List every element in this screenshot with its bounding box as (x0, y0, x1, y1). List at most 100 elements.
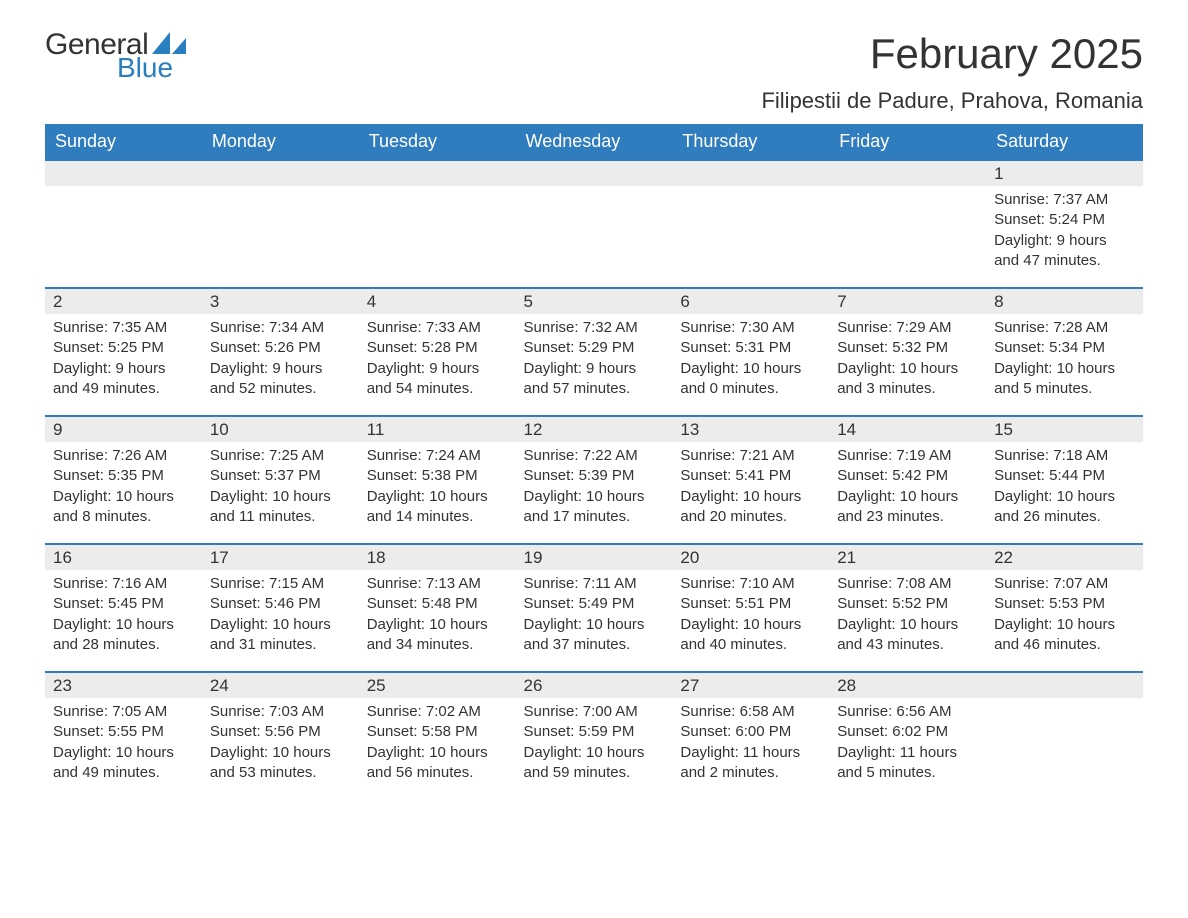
calendar-day-cell: 7Sunrise: 7:29 AMSunset: 5:32 PMDaylight… (829, 287, 986, 415)
day-body: Sunrise: 7:22 AMSunset: 5:39 PMDaylight:… (516, 442, 673, 535)
day-body: Sunrise: 6:58 AMSunset: 6:00 PMDaylight:… (672, 698, 829, 791)
day-body: Sunrise: 7:24 AMSunset: 5:38 PMDaylight:… (359, 442, 516, 535)
day-number: 19 (516, 543, 673, 570)
daylight-text: Daylight: 10 hours and 53 minutes. (210, 743, 351, 784)
daylight-text: Daylight: 10 hours and 46 minutes. (994, 615, 1135, 656)
day-number: 7 (829, 287, 986, 314)
day-number: 11 (359, 415, 516, 442)
sunrise-text: Sunrise: 7:25 AM (210, 446, 351, 466)
day-number (986, 671, 1143, 698)
sunrise-text: Sunrise: 7:02 AM (367, 702, 508, 722)
calendar-empty-cell (45, 159, 202, 287)
calendar-day-cell: 2Sunrise: 7:35 AMSunset: 5:25 PMDaylight… (45, 287, 202, 415)
sunrise-text: Sunrise: 7:37 AM (994, 190, 1135, 210)
calendar-empty-cell (829, 159, 986, 287)
calendar-day-cell: 15Sunrise: 7:18 AMSunset: 5:44 PMDayligh… (986, 415, 1143, 543)
daylight-text: Daylight: 9 hours and 54 minutes. (367, 359, 508, 400)
calendar-empty-cell (986, 671, 1143, 799)
day-number: 20 (672, 543, 829, 570)
sunrise-text: Sunrise: 7:22 AM (524, 446, 665, 466)
daylight-text: Daylight: 10 hours and 5 minutes. (994, 359, 1135, 400)
sunset-text: Sunset: 6:02 PM (837, 722, 978, 742)
sunset-text: Sunset: 5:24 PM (994, 210, 1135, 230)
calendar-empty-cell (516, 159, 673, 287)
day-number: 16 (45, 543, 202, 570)
sunset-text: Sunset: 5:59 PM (524, 722, 665, 742)
day-number: 1 (986, 159, 1143, 186)
weekday-header: Wednesday (516, 124, 673, 159)
sunset-text: Sunset: 5:56 PM (210, 722, 351, 742)
daylight-text: Daylight: 11 hours and 2 minutes. (680, 743, 821, 784)
day-body: Sunrise: 7:07 AMSunset: 5:53 PMDaylight:… (986, 570, 1143, 663)
sunset-text: Sunset: 5:55 PM (53, 722, 194, 742)
sunset-text: Sunset: 5:49 PM (524, 594, 665, 614)
sunrise-text: Sunrise: 7:11 AM (524, 574, 665, 594)
calendar-day-cell: 26Sunrise: 7:00 AMSunset: 5:59 PMDayligh… (516, 671, 673, 799)
sunset-text: Sunset: 5:39 PM (524, 466, 665, 486)
day-body (45, 186, 202, 198)
daylight-text: Daylight: 10 hours and 0 minutes. (680, 359, 821, 400)
sunrise-text: Sunrise: 7:00 AM (524, 702, 665, 722)
day-number: 18 (359, 543, 516, 570)
sunrise-text: Sunrise: 7:05 AM (53, 702, 194, 722)
calendar-day-cell: 11Sunrise: 7:24 AMSunset: 5:38 PMDayligh… (359, 415, 516, 543)
day-body: Sunrise: 7:28 AMSunset: 5:34 PMDaylight:… (986, 314, 1143, 407)
sunset-text: Sunset: 5:31 PM (680, 338, 821, 358)
location-subtitle: Filipestii de Padure, Prahova, Romania (761, 88, 1143, 114)
calendar-day-cell: 17Sunrise: 7:15 AMSunset: 5:46 PMDayligh… (202, 543, 359, 671)
day-number: 6 (672, 287, 829, 314)
day-body: Sunrise: 7:11 AMSunset: 5:49 PMDaylight:… (516, 570, 673, 663)
day-number: 3 (202, 287, 359, 314)
calendar-day-cell: 25Sunrise: 7:02 AMSunset: 5:58 PMDayligh… (359, 671, 516, 799)
daylight-text: Daylight: 11 hours and 5 minutes. (837, 743, 978, 784)
daylight-text: Daylight: 10 hours and 11 minutes. (210, 487, 351, 528)
day-number: 23 (45, 671, 202, 698)
day-number (516, 159, 673, 186)
sunrise-text: Sunrise: 7:35 AM (53, 318, 194, 338)
calendar-day-cell: 14Sunrise: 7:19 AMSunset: 5:42 PMDayligh… (829, 415, 986, 543)
weekday-header: Tuesday (359, 124, 516, 159)
sunset-text: Sunset: 5:51 PM (680, 594, 821, 614)
sunrise-text: Sunrise: 7:33 AM (367, 318, 508, 338)
daylight-text: Daylight: 10 hours and 26 minutes. (994, 487, 1135, 528)
daylight-text: Daylight: 10 hours and 14 minutes. (367, 487, 508, 528)
sunrise-text: Sunrise: 7:24 AM (367, 446, 508, 466)
day-number (202, 159, 359, 186)
day-body: Sunrise: 7:30 AMSunset: 5:31 PMDaylight:… (672, 314, 829, 407)
sunset-text: Sunset: 5:44 PM (994, 466, 1135, 486)
daylight-text: Daylight: 10 hours and 49 minutes. (53, 743, 194, 784)
logo: General Blue (45, 30, 186, 82)
calendar-day-cell: 23Sunrise: 7:05 AMSunset: 5:55 PMDayligh… (45, 671, 202, 799)
sunset-text: Sunset: 5:37 PM (210, 466, 351, 486)
day-body: Sunrise: 7:37 AMSunset: 5:24 PMDaylight:… (986, 186, 1143, 279)
sunset-text: Sunset: 5:53 PM (994, 594, 1135, 614)
sunrise-text: Sunrise: 7:13 AM (367, 574, 508, 594)
sunset-text: Sunset: 5:32 PM (837, 338, 978, 358)
day-body: Sunrise: 7:18 AMSunset: 5:44 PMDaylight:… (986, 442, 1143, 535)
day-body: Sunrise: 7:05 AMSunset: 5:55 PMDaylight:… (45, 698, 202, 791)
sunset-text: Sunset: 5:38 PM (367, 466, 508, 486)
day-number: 25 (359, 671, 516, 698)
weekday-header: Friday (829, 124, 986, 159)
calendar-day-cell: 5Sunrise: 7:32 AMSunset: 5:29 PMDaylight… (516, 287, 673, 415)
daylight-text: Daylight: 9 hours and 52 minutes. (210, 359, 351, 400)
calendar-day-cell: 3Sunrise: 7:34 AMSunset: 5:26 PMDaylight… (202, 287, 359, 415)
day-number (45, 159, 202, 186)
calendar-day-cell: 19Sunrise: 7:11 AMSunset: 5:49 PMDayligh… (516, 543, 673, 671)
sunset-text: Sunset: 5:35 PM (53, 466, 194, 486)
day-body: Sunrise: 7:03 AMSunset: 5:56 PMDaylight:… (202, 698, 359, 791)
day-number: 24 (202, 671, 359, 698)
sunset-text: Sunset: 5:45 PM (53, 594, 194, 614)
daylight-text: Daylight: 10 hours and 43 minutes. (837, 615, 978, 656)
day-body (672, 186, 829, 198)
day-body (202, 186, 359, 198)
daylight-text: Daylight: 10 hours and 40 minutes. (680, 615, 821, 656)
calendar-day-cell: 16Sunrise: 7:16 AMSunset: 5:45 PMDayligh… (45, 543, 202, 671)
day-body: Sunrise: 7:25 AMSunset: 5:37 PMDaylight:… (202, 442, 359, 535)
sunset-text: Sunset: 5:41 PM (680, 466, 821, 486)
day-body: Sunrise: 6:56 AMSunset: 6:02 PMDaylight:… (829, 698, 986, 791)
sunset-text: Sunset: 5:29 PM (524, 338, 665, 358)
daylight-text: Daylight: 10 hours and 20 minutes. (680, 487, 821, 528)
day-body: Sunrise: 7:26 AMSunset: 5:35 PMDaylight:… (45, 442, 202, 535)
day-number: 15 (986, 415, 1143, 442)
